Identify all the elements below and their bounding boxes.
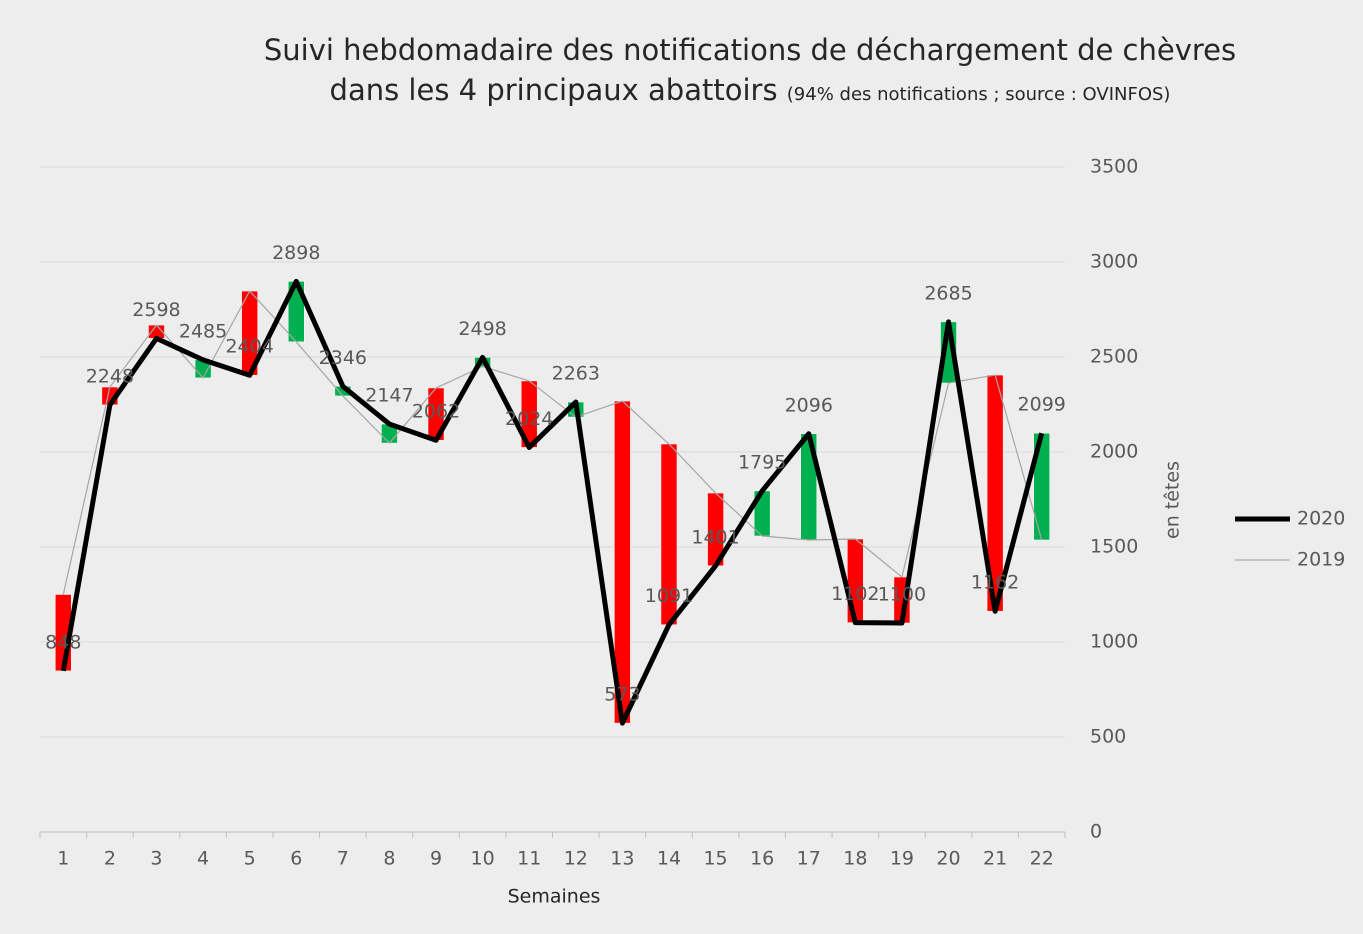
data-label: 2404 — [225, 336, 273, 358]
legend-label: 2020 — [1297, 508, 1345, 530]
data-label: 2147 — [365, 385, 413, 407]
x-tick-label: 11 — [517, 848, 541, 870]
x-tick-label: 13 — [610, 848, 634, 870]
chart-title: Suivi hebdomadaire des notifications de … — [263, 33, 1237, 107]
x-tick-label: 14 — [657, 848, 681, 870]
data-label: 1091 — [645, 585, 693, 607]
data-label: 2685 — [924, 282, 972, 304]
data-label: 1100 — [878, 584, 926, 606]
data-label: 2598 — [132, 299, 180, 321]
x-tick-label: 4 — [197, 848, 209, 870]
x-axis-title: Semaines — [508, 886, 601, 908]
chart-subtitle: (94% des notifications ; source : OVINFO… — [786, 84, 1171, 105]
data-label: 1795 — [738, 451, 786, 473]
data-label: 2346 — [319, 347, 367, 369]
y-tick-label: 3500 — [1090, 156, 1138, 178]
x-tick-label: 22 — [1030, 848, 1054, 870]
data-label: 2248 — [86, 365, 134, 387]
x-tick-label: 5 — [244, 848, 256, 870]
x-tick-label: 6 — [290, 848, 302, 870]
title-block: Suivi hebdomadaire des notifications de … — [235, 30, 1265, 115]
data-label: 2485 — [179, 320, 227, 342]
x-tick-label: 19 — [890, 848, 914, 870]
y-axis-title: en têtes — [1162, 461, 1184, 539]
data-label: 2898 — [272, 242, 320, 264]
legend-label: 2019 — [1297, 549, 1345, 571]
y-tick-label: 1500 — [1090, 536, 1138, 558]
data-label: 2096 — [785, 394, 833, 416]
data-label: 2263 — [552, 363, 600, 385]
data-label: 1162 — [971, 572, 1019, 594]
x-tick-label: 16 — [750, 848, 774, 870]
data-label: 1102 — [831, 583, 879, 605]
series-line — [62, 290, 1043, 595]
series-line — [60, 278, 1045, 726]
x-tick-label: 10 — [471, 848, 495, 870]
data-label: 848 — [45, 631, 81, 653]
x-tick-label: 12 — [564, 848, 588, 870]
y-tick-label: 2500 — [1090, 346, 1138, 368]
x-tick-label: 18 — [843, 848, 867, 870]
x-tick-label: 9 — [430, 848, 442, 870]
x-tick-label: 21 — [983, 848, 1007, 870]
x-tick-label: 3 — [150, 848, 162, 870]
y-tick-label: 2000 — [1090, 441, 1138, 463]
x-tick-label: 8 — [383, 848, 395, 870]
data-label: 2498 — [458, 318, 506, 340]
y-tick-label: 500 — [1090, 726, 1126, 748]
x-tick-label: 17 — [797, 848, 821, 870]
data-label: 2024 — [505, 408, 553, 430]
data-label: 573 — [604, 684, 640, 706]
data-label: 2062 — [412, 401, 460, 423]
x-tick-label: 2 — [104, 848, 116, 870]
data-label: 2099 — [1018, 394, 1066, 416]
x-tick-label: 7 — [337, 848, 349, 870]
y-tick-label: 3000 — [1090, 251, 1138, 273]
x-tick-label: 15 — [703, 848, 727, 870]
y-tick-label: 0 — [1090, 821, 1102, 843]
data-label: 1401 — [691, 526, 739, 548]
y-tick-label: 1000 — [1090, 631, 1138, 653]
x-tick-label: 1 — [57, 848, 69, 870]
x-tick-label: 20 — [936, 848, 960, 870]
